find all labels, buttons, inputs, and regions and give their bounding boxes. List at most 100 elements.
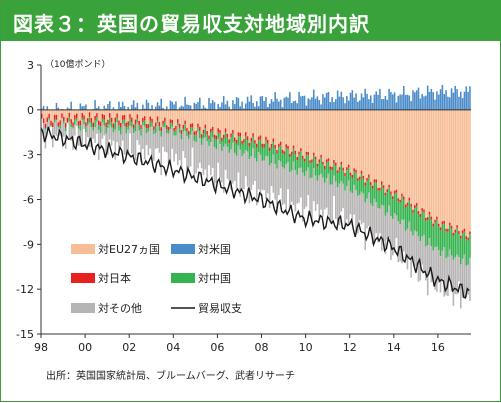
bar-us bbox=[298, 92, 300, 110]
bar-us bbox=[434, 100, 436, 110]
bar-other bbox=[416, 232, 418, 266]
bar-eu27 bbox=[83, 110, 85, 115]
bar-us bbox=[335, 99, 337, 110]
bar-japan bbox=[63, 117, 65, 121]
bar-us bbox=[375, 91, 377, 109]
y-tick-label: -12 bbox=[16, 283, 34, 296]
bar-us bbox=[247, 97, 249, 110]
bar-other bbox=[113, 132, 115, 140]
bar-eu27 bbox=[78, 110, 80, 121]
bar-eu27 bbox=[296, 110, 298, 157]
bar-us bbox=[445, 90, 447, 110]
bar-china bbox=[140, 129, 142, 135]
bar-eu27 bbox=[456, 110, 458, 225]
bar-other bbox=[326, 178, 328, 208]
bar-eu27 bbox=[449, 110, 451, 223]
bar-other bbox=[317, 181, 319, 204]
bar-us bbox=[453, 93, 455, 110]
bar-japan bbox=[72, 122, 74, 126]
bar-other bbox=[410, 231, 412, 277]
bar-japan bbox=[137, 114, 139, 118]
bar-other bbox=[265, 156, 267, 198]
bar-us bbox=[366, 94, 368, 110]
bar-eu27 bbox=[385, 110, 387, 193]
bar-other bbox=[223, 147, 225, 193]
bar-japan bbox=[144, 116, 146, 120]
bar-japan bbox=[467, 238, 469, 241]
bar-us bbox=[352, 90, 354, 110]
bar-us bbox=[420, 99, 422, 110]
bar-us bbox=[429, 92, 431, 110]
bar-japan bbox=[250, 138, 252, 142]
bar-us bbox=[151, 105, 153, 110]
bar-other bbox=[241, 156, 243, 189]
bar-china bbox=[285, 148, 287, 164]
bar-eu27 bbox=[405, 110, 407, 205]
bar-china bbox=[138, 125, 140, 130]
bar-other bbox=[427, 245, 429, 295]
bar-eu27 bbox=[227, 110, 229, 134]
bar-china bbox=[206, 135, 208, 142]
bar-eu27 bbox=[243, 110, 245, 139]
bar-eu27 bbox=[192, 110, 194, 123]
bar-japan bbox=[83, 115, 85, 119]
bar-eu27 bbox=[306, 110, 308, 152]
bar-eu27 bbox=[142, 110, 144, 118]
bar-japan bbox=[175, 126, 177, 130]
bar-japan bbox=[118, 121, 120, 125]
bar-us bbox=[276, 99, 278, 110]
bar-japan bbox=[368, 175, 370, 178]
bar-eu27 bbox=[284, 110, 286, 152]
bar-china bbox=[214, 139, 216, 147]
bar-japan bbox=[217, 128, 219, 132]
bar-us bbox=[157, 102, 159, 110]
bar-china bbox=[331, 170, 333, 185]
bar-japan bbox=[350, 173, 352, 176]
bar-other bbox=[212, 137, 214, 168]
bar-china bbox=[443, 224, 445, 247]
bar-other bbox=[282, 167, 284, 205]
bar-us bbox=[148, 103, 150, 110]
bar-china bbox=[330, 169, 332, 184]
bar-japan bbox=[273, 139, 275, 143]
bar-japan bbox=[317, 164, 319, 167]
bar-japan bbox=[249, 143, 251, 147]
bar-other bbox=[442, 251, 444, 279]
bar-japan bbox=[375, 179, 377, 182]
bar-eu27 bbox=[357, 110, 359, 178]
bar-eu27 bbox=[339, 110, 341, 167]
bar-japan bbox=[464, 229, 466, 232]
bar-china bbox=[216, 139, 218, 149]
bar-china bbox=[388, 188, 390, 206]
bar-other bbox=[173, 136, 175, 162]
bar-us bbox=[423, 96, 425, 109]
bar-china bbox=[350, 176, 352, 192]
bar-china bbox=[199, 131, 201, 138]
bar-china bbox=[238, 136, 240, 146]
bar-china bbox=[370, 185, 372, 204]
bar-us bbox=[249, 102, 251, 110]
bar-other bbox=[194, 141, 196, 177]
bar-japan bbox=[302, 156, 304, 159]
bar-us bbox=[333, 102, 335, 110]
bar-japan bbox=[160, 127, 162, 131]
bar-eu27 bbox=[436, 110, 438, 217]
bar-china bbox=[322, 165, 324, 178]
bar-other bbox=[183, 132, 185, 151]
bar-us bbox=[414, 92, 416, 110]
bar-china bbox=[171, 124, 173, 127]
bar-eu27 bbox=[453, 110, 455, 233]
bar-japan bbox=[412, 210, 414, 213]
bar-china bbox=[124, 119, 126, 126]
bar-eu27 bbox=[105, 110, 107, 123]
bar-eu27 bbox=[287, 110, 289, 146]
bar-china bbox=[162, 125, 164, 127]
bar-japan bbox=[364, 183, 366, 186]
bar-japan bbox=[386, 189, 388, 192]
bar-china bbox=[416, 206, 418, 231]
bar-japan bbox=[263, 144, 265, 148]
bar-other bbox=[403, 220, 405, 252]
bar-other bbox=[302, 173, 304, 222]
bar-eu27 bbox=[364, 110, 366, 183]
bar-japan bbox=[427, 217, 429, 220]
